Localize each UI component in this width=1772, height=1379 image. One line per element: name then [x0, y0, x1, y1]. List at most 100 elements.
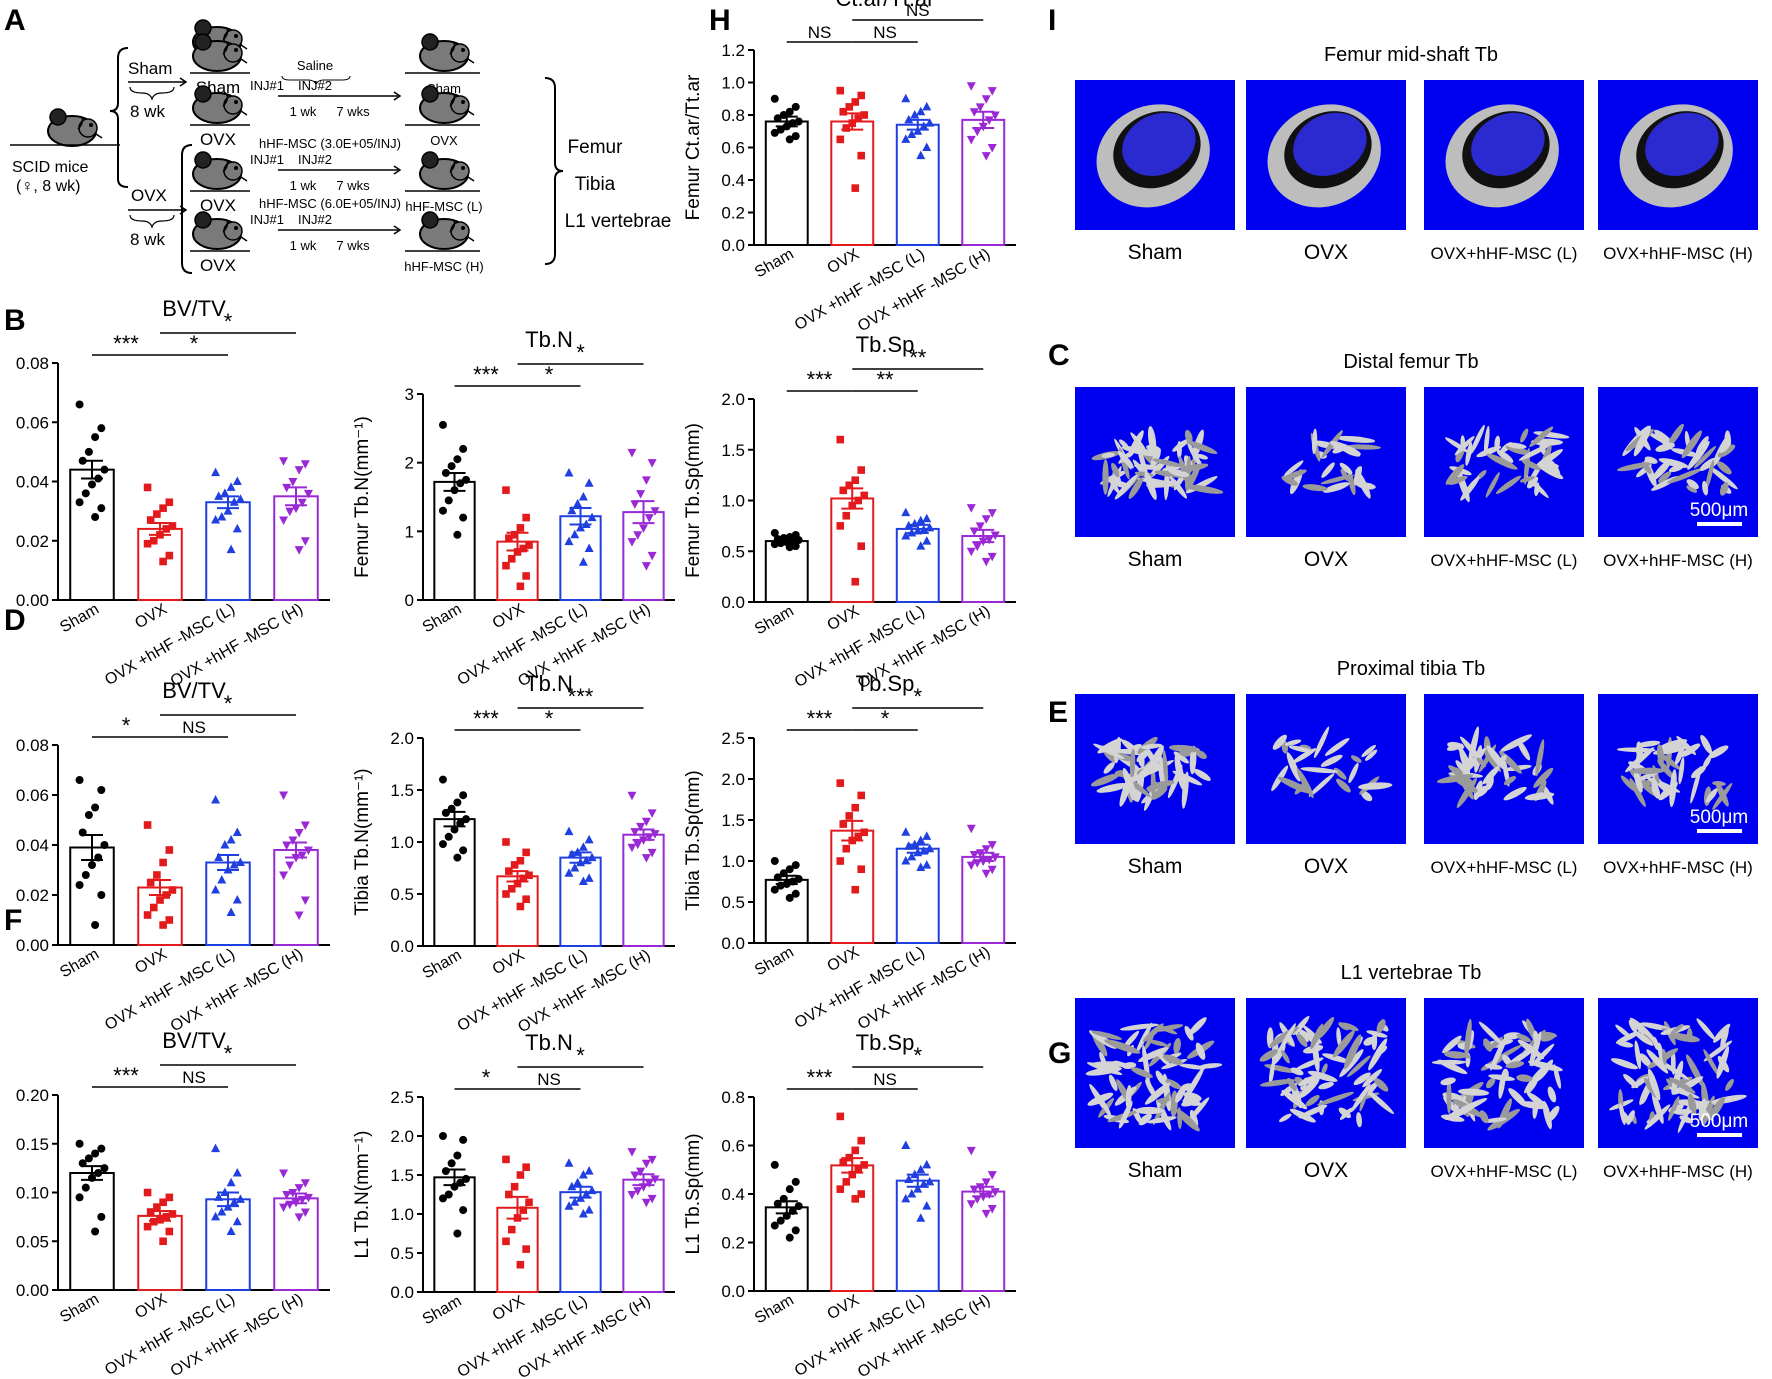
chart-title: Tb.N [525, 671, 573, 696]
y-tick-label: 0.4 [721, 171, 745, 190]
trabecula [1620, 775, 1636, 792]
data-point [922, 142, 932, 151]
data-point [644, 833, 654, 842]
image-panel-1: Distal femur Tb Sham OVX OVX+hHF-MSC (L) OVX… [1075, 351, 1758, 571]
data-point [916, 835, 926, 844]
trabecula [1298, 1077, 1320, 1099]
data-point [291, 504, 301, 514]
data-point [285, 861, 295, 870]
data-point [232, 1216, 242, 1226]
data-point [907, 527, 917, 537]
y-axis-label: Tibia Tb.N(mm⁻¹) [352, 768, 373, 915]
data-point [75, 776, 84, 784]
data-point [81, 1183, 90, 1192]
trabecula [1195, 750, 1207, 760]
significance-label: *** [807, 367, 833, 392]
data-point [447, 1159, 456, 1168]
data-point [146, 1208, 155, 1216]
trabecula [1298, 1075, 1318, 1086]
data-point [146, 878, 155, 887]
data-point [919, 846, 929, 855]
trabecula [1482, 765, 1500, 785]
data-point [584, 1166, 594, 1175]
data-point [165, 1193, 174, 1202]
data-point [987, 509, 997, 518]
chart-title: Tb.N [525, 327, 573, 352]
data-point [441, 1167, 450, 1176]
data-point [836, 522, 845, 530]
data-point [919, 524, 929, 534]
data-point [836, 435, 845, 444]
data-point [978, 122, 988, 132]
y-tick-label: 0.04 [16, 836, 49, 855]
data-point [300, 821, 310, 830]
data-point [851, 184, 860, 192]
chart-title: BV/TV [162, 1028, 226, 1053]
data-point [987, 865, 997, 875]
data-point [516, 1171, 525, 1179]
data-point [791, 1177, 800, 1186]
significance-label: * [545, 706, 554, 731]
trabecula [1490, 1035, 1508, 1071]
scale-bar-label: 500μm [1690, 1111, 1748, 1132]
trabecula [1353, 1072, 1371, 1086]
data-point [848, 836, 857, 845]
trabecula [1336, 778, 1351, 793]
data-point [854, 496, 863, 505]
data-point [857, 1136, 866, 1145]
data-point [165, 916, 174, 924]
trabecula [1535, 739, 1545, 777]
trabecula [1516, 1074, 1533, 1082]
treatment-label: Saline [297, 58, 333, 73]
bar-0 [433, 818, 476, 947]
trabecula [1144, 471, 1157, 500]
marrow-cavity-inner [1471, 112, 1545, 176]
bar-3 [273, 1197, 319, 1291]
image-panel-title: Distal femur Tb [1343, 351, 1478, 373]
data-point [226, 1177, 236, 1187]
inj2-label: INJ#2 [298, 152, 332, 167]
category-label: OVX [132, 946, 170, 978]
data-point [836, 779, 845, 787]
trabecula [1332, 1030, 1355, 1058]
trabecula [1311, 428, 1318, 455]
data-point [444, 832, 453, 841]
trabecula [1119, 439, 1130, 450]
data-point [578, 842, 588, 851]
y-tick-label: 2.5 [390, 1088, 414, 1107]
y-tick-label: 0.0 [390, 937, 414, 956]
data-point [584, 478, 594, 487]
trabecula [1455, 760, 1467, 774]
chart-f3: Tb.Sp0.00.20.40.60.8L1 Tb.Sp(mm)Sham OVXO… [683, 1030, 1016, 1379]
data-point [146, 516, 155, 524]
trabecula [1547, 1086, 1557, 1103]
data-point [794, 1202, 803, 1211]
panel-letter-a: A [4, 4, 26, 37]
data-point [576, 522, 585, 532]
trabecula [1651, 781, 1661, 799]
trabecula [1713, 1023, 1731, 1043]
trabecula [1152, 458, 1183, 468]
data-point [782, 879, 791, 888]
image-label: Sham [1128, 548, 1183, 571]
data-point [294, 911, 304, 920]
trabecula [1295, 1057, 1324, 1071]
data-point [153, 510, 161, 518]
ovx-arrow-label: OVX [131, 186, 167, 205]
data-point [159, 1198, 167, 1207]
trabecula [1520, 428, 1529, 443]
trabecula [1610, 1058, 1639, 1070]
trabecula [1376, 1045, 1388, 1056]
data-point [75, 1193, 84, 1202]
trabecula [1518, 444, 1551, 461]
data-point [975, 1183, 985, 1192]
data-point [794, 536, 803, 545]
treatment-label: hHF-MSC (3.0E+05/INJ) [259, 136, 401, 151]
trabecula [1503, 1032, 1522, 1040]
data-point [770, 540, 779, 549]
data-point [462, 475, 471, 484]
trabecula [1320, 754, 1343, 767]
data-point [513, 1214, 522, 1222]
data-point [564, 536, 574, 546]
trabecula [1150, 767, 1156, 798]
